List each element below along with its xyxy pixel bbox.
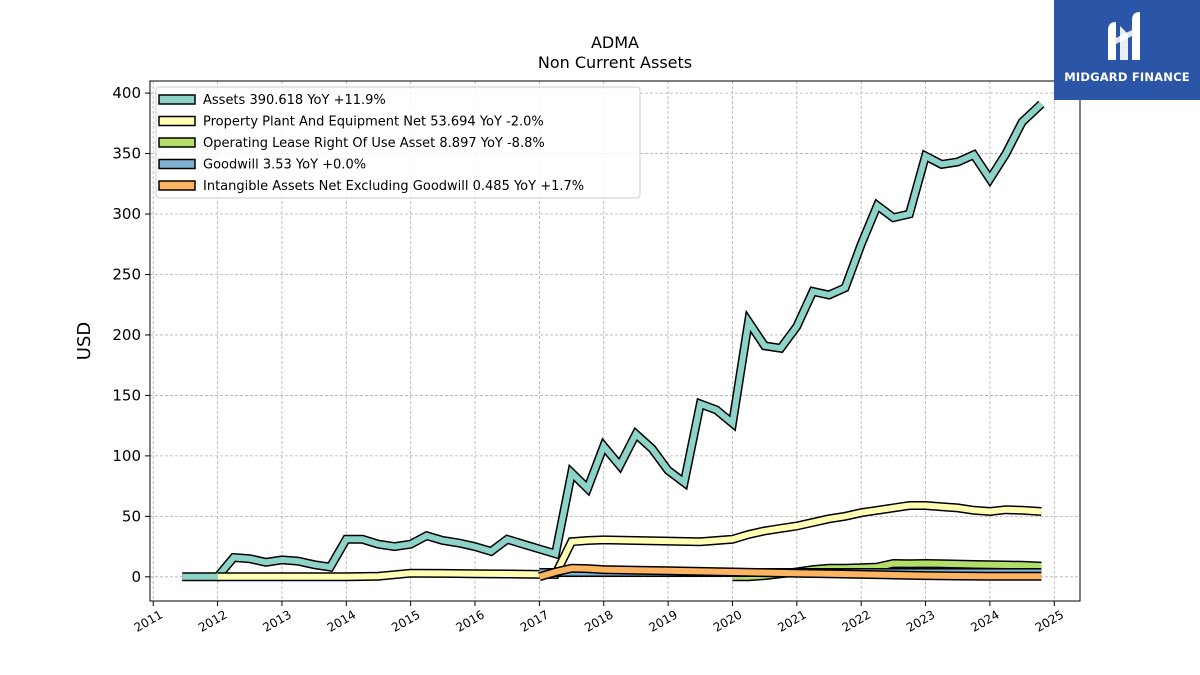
legend-entry: Assets 390.618 YoY +11.9% xyxy=(203,93,386,108)
y-tick-label: 350 xyxy=(112,145,141,163)
y-tick-label: 200 xyxy=(112,326,141,344)
x-tick-label: 2023 xyxy=(904,607,937,634)
series-0 xyxy=(182,100,1045,582)
series-4 xyxy=(538,563,1042,582)
brand-logo: MIDGARD FINANCE xyxy=(1054,0,1200,100)
chart-subtitle: Non Current Assets xyxy=(538,53,692,72)
y-tick-label: 0 xyxy=(131,568,141,586)
y-tick-label: 250 xyxy=(112,265,141,283)
x-tick-label: 2015 xyxy=(389,607,422,634)
legend: Assets 390.618 YoY +11.9% Property Plant … xyxy=(155,86,641,199)
x-tick-label: 2025 xyxy=(1033,607,1066,634)
legend-swatch xyxy=(158,180,196,191)
x-tick-label: 2016 xyxy=(453,607,486,634)
x-tick-label: 2018 xyxy=(582,607,615,634)
y-axis-ticks: 0 50 100 150 200 250 300 350 400 xyxy=(112,84,150,586)
legend-entry: Intangible Assets Net Excluding Goodwill… xyxy=(203,179,584,194)
legend-swatch xyxy=(158,115,196,127)
x-tick-label: 2012 xyxy=(196,607,229,634)
y-tick-label: 150 xyxy=(112,386,141,404)
x-tick-label: 2024 xyxy=(968,607,1001,634)
x-tick-label: 2017 xyxy=(518,607,551,634)
series-line xyxy=(538,565,1042,580)
series-1 xyxy=(217,501,1042,582)
plot-area-frame xyxy=(149,80,1081,602)
chart-title: ADMA xyxy=(591,33,639,52)
x-tick-label: 2019 xyxy=(647,607,680,634)
x-tick-label: 2021 xyxy=(775,607,808,634)
y-tick-label: 100 xyxy=(112,447,141,465)
series-line xyxy=(217,502,1042,580)
legend-swatch xyxy=(158,158,196,170)
x-tick-label: 2011 xyxy=(132,607,165,634)
x-tick-label: 2022 xyxy=(840,607,873,634)
chart-title-group: ADMA Non Current Assets xyxy=(538,33,692,72)
y-tick-label: 300 xyxy=(112,205,141,223)
legend-entry: Operating Lease Right Of Use Asset 8.897… xyxy=(203,136,545,151)
x-tick-label: 2020 xyxy=(711,607,744,634)
legend-entry: Goodwill 3.53 YoY +0.0% xyxy=(203,158,366,173)
x-tick-label: 2013 xyxy=(260,607,293,634)
y-tick-label: 400 xyxy=(112,84,141,102)
y-axis-label: USD xyxy=(74,322,95,360)
legend-box xyxy=(155,86,641,199)
midgard-m-logo-icon xyxy=(1108,12,1140,60)
legend-swatch xyxy=(158,94,196,105)
series-line xyxy=(182,101,1044,580)
x-axis-ticks: 2011 2012 2013 2014 2015 2016 2017 2018 2019 2020… xyxy=(132,601,1066,635)
legend-entry: Property Plant And Equipment Net 53.694 … xyxy=(203,115,544,130)
legend-swatch xyxy=(158,137,196,148)
series-layer xyxy=(182,100,1045,582)
brand-name: MIDGARD FINANCE xyxy=(1064,70,1190,84)
x-tick-label: 2014 xyxy=(325,607,358,634)
y-tick-label: 50 xyxy=(122,507,141,525)
